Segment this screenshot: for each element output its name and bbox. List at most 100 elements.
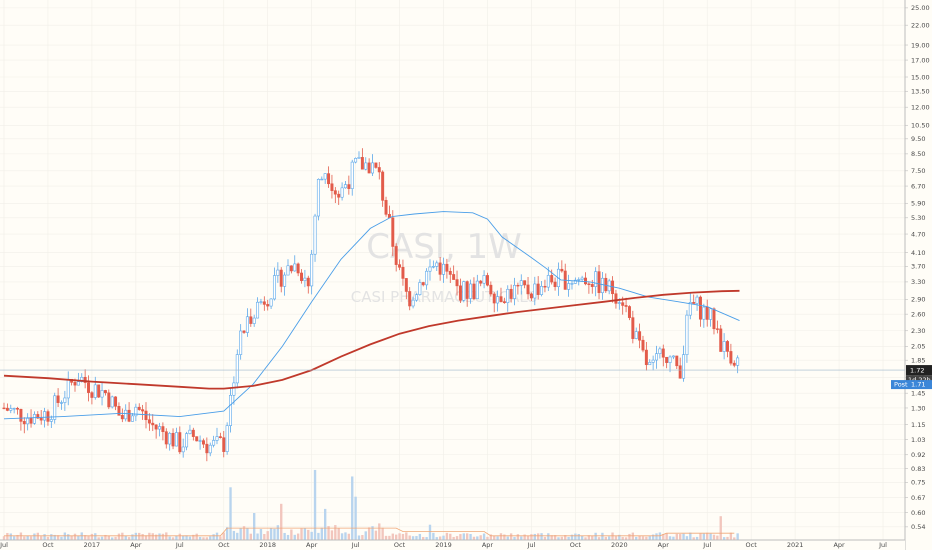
candle-body bbox=[475, 280, 479, 300]
candle-body bbox=[354, 158, 358, 163]
candle-body bbox=[506, 288, 510, 304]
volume-bar bbox=[425, 537, 428, 540]
volume-bar bbox=[716, 535, 719, 540]
x-tick-label: 2017 bbox=[84, 541, 101, 549]
volume-bar bbox=[202, 537, 205, 540]
candle-body bbox=[19, 408, 23, 422]
volume-moving-average bbox=[4, 527, 735, 537]
volume-bar bbox=[232, 530, 236, 540]
candle-body bbox=[543, 285, 547, 288]
volume-bar bbox=[411, 536, 415, 540]
candle-body bbox=[283, 274, 287, 287]
volume-bar bbox=[577, 534, 580, 540]
candle-body bbox=[469, 283, 473, 299]
volume-bar bbox=[225, 527, 229, 540]
y-tick-label: 0.75 bbox=[911, 479, 925, 487]
candle-body bbox=[641, 339, 645, 351]
volume-bar bbox=[675, 533, 678, 540]
y-tick-label: 1.85 bbox=[911, 357, 925, 365]
candle-body bbox=[428, 266, 432, 272]
candle-body bbox=[66, 378, 70, 399]
volume-bar bbox=[127, 537, 131, 540]
volume-bar bbox=[668, 536, 672, 540]
y-tick-label: 13.50 bbox=[911, 88, 930, 96]
volume-bar bbox=[540, 533, 543, 540]
volume-bar bbox=[567, 536, 570, 540]
candle-body bbox=[394, 246, 398, 265]
candle-body bbox=[124, 409, 128, 420]
volume-bar bbox=[695, 536, 699, 540]
volume-bar bbox=[212, 534, 215, 540]
candle-body bbox=[289, 265, 293, 272]
volume-bar bbox=[290, 529, 293, 540]
volume-bar bbox=[263, 533, 266, 540]
y-tick-label: 25.00 bbox=[911, 4, 930, 12]
volume-bar bbox=[94, 533, 97, 540]
post-market-label: Post bbox=[894, 381, 908, 389]
volume-bar bbox=[323, 508, 327, 540]
volume-bar bbox=[658, 532, 662, 540]
volume-bar bbox=[638, 535, 641, 540]
volume-bar bbox=[219, 536, 222, 540]
candle-body bbox=[526, 284, 530, 295]
candle-body bbox=[350, 161, 354, 189]
volume-bar bbox=[33, 533, 36, 540]
volume-bar bbox=[148, 532, 151, 540]
candle-body bbox=[357, 157, 361, 159]
candle-body bbox=[438, 262, 442, 275]
candle-body bbox=[306, 277, 310, 287]
candle-body bbox=[73, 382, 77, 386]
volume-bar bbox=[9, 533, 12, 540]
volume-bar bbox=[361, 535, 364, 540]
candle-body bbox=[695, 296, 699, 304]
volume-bar bbox=[371, 526, 374, 540]
candle-body bbox=[29, 417, 33, 424]
volume-bar bbox=[249, 533, 252, 540]
candle-body bbox=[117, 405, 121, 416]
candle-body bbox=[90, 392, 94, 398]
y-tick-label: 1.45 bbox=[911, 389, 925, 397]
volume-bar bbox=[63, 532, 67, 540]
price-axis[interactable] bbox=[904, 0, 932, 550]
volume-bar bbox=[388, 535, 391, 540]
candle-body bbox=[442, 263, 445, 275]
candle-body bbox=[134, 406, 138, 417]
candle-body bbox=[580, 277, 584, 280]
candle-body bbox=[448, 270, 452, 275]
volume-bar bbox=[493, 535, 496, 540]
volume-bar bbox=[67, 534, 70, 540]
y-tick-label: 2.60 bbox=[911, 310, 925, 318]
volume-bar bbox=[509, 533, 513, 540]
candle-body bbox=[130, 415, 134, 422]
candle-body bbox=[414, 294, 418, 301]
candle-body bbox=[36, 414, 40, 419]
candle-body bbox=[347, 184, 351, 189]
volume-bar bbox=[83, 535, 87, 540]
candle-body bbox=[259, 301, 263, 303]
volume-bar bbox=[347, 533, 351, 540]
volume-bar bbox=[192, 534, 195, 540]
candle-body bbox=[367, 162, 371, 174]
candle-body bbox=[678, 365, 682, 379]
volume-bar bbox=[29, 536, 33, 540]
candle-body bbox=[279, 269, 283, 287]
volume-bar bbox=[134, 532, 138, 540]
volume-bar bbox=[672, 536, 675, 540]
y-tick-label: 4.70 bbox=[911, 230, 925, 238]
volume-bar bbox=[117, 533, 121, 540]
candle-body bbox=[377, 167, 381, 173]
volume-bar bbox=[452, 536, 455, 540]
volume-bar bbox=[131, 534, 134, 540]
volume-bar bbox=[23, 536, 26, 540]
candle-body bbox=[232, 382, 236, 396]
candle-body bbox=[702, 306, 706, 320]
time-axis[interactable] bbox=[0, 539, 905, 550]
volume-bar bbox=[185, 535, 188, 540]
candle-body bbox=[127, 409, 131, 422]
candle-body bbox=[661, 348, 665, 358]
candle-body bbox=[688, 302, 692, 316]
candle-body bbox=[229, 394, 233, 426]
candle-body bbox=[337, 193, 341, 198]
